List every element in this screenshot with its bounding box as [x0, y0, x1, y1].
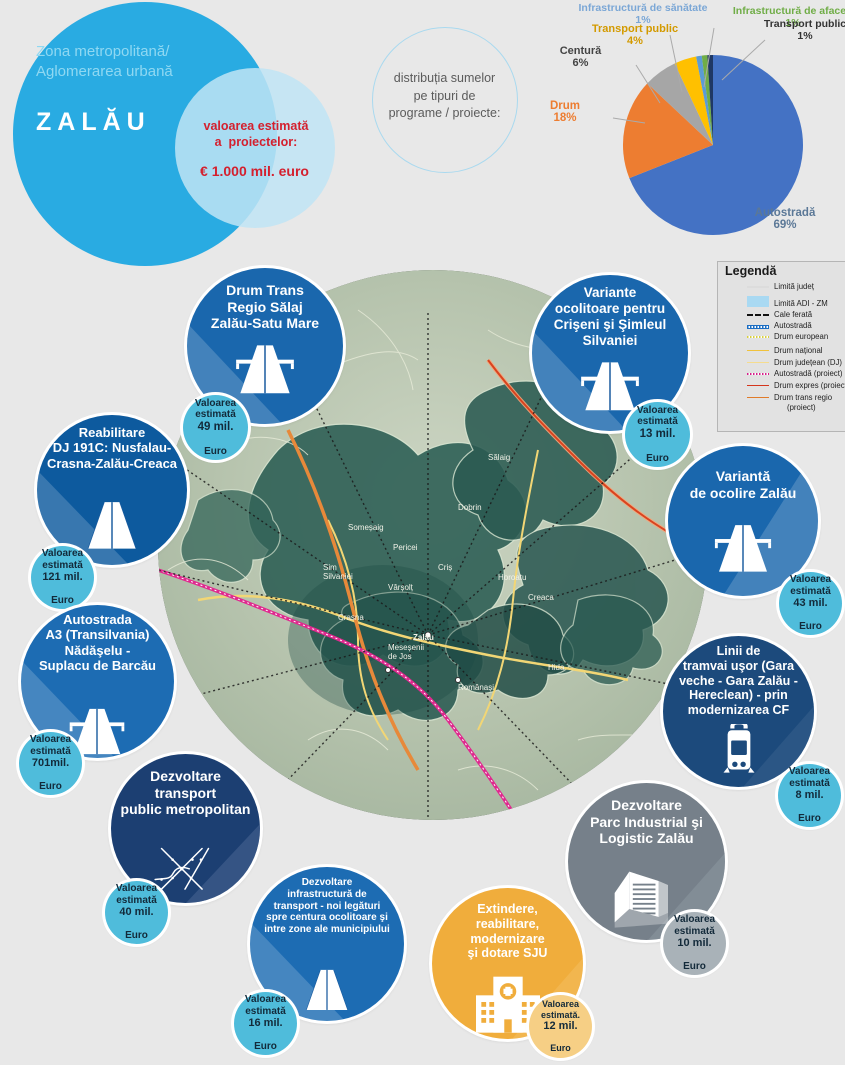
svg-text:Sălaig: Sălaig	[488, 453, 510, 462]
svg-text:Horoatu: Horoatu	[498, 573, 526, 582]
svg-text:Crasna: Crasna	[338, 613, 364, 622]
svg-text:Vârșolț: Vârșolț	[388, 583, 414, 592]
svg-text:Creaca: Creaca	[528, 593, 554, 602]
svg-text:Criș: Criș	[438, 563, 452, 572]
svg-text:Hida: Hida	[548, 663, 565, 672]
svg-text:Pericei: Pericei	[393, 543, 418, 552]
svg-text:Românași: Românași	[458, 683, 494, 692]
svg-text:Someșaig: Someșaig	[348, 523, 384, 532]
svg-text:Dobrin: Dobrin	[458, 503, 482, 512]
svg-text:Zalău: Zalău	[413, 633, 434, 642]
